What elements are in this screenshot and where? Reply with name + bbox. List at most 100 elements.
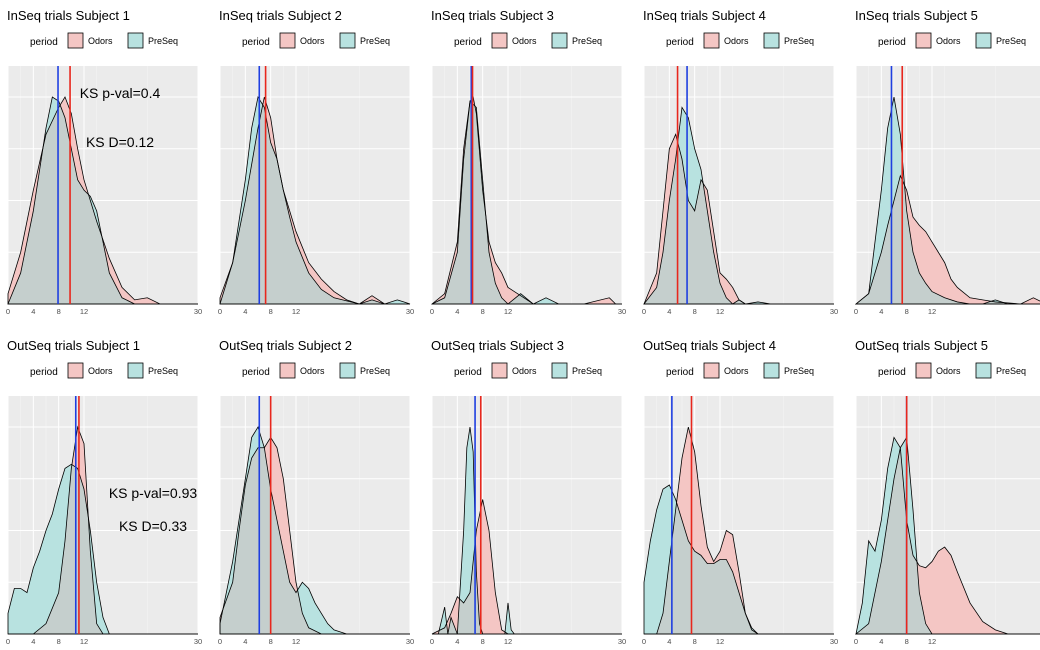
panel-title: OutSeq trials Subject 3 xyxy=(431,338,564,353)
legend-key-odors xyxy=(67,362,84,379)
x-tick-label: 0 xyxy=(6,637,10,646)
legend-label: PreSeq xyxy=(784,36,814,46)
legend-key-preseq xyxy=(551,32,568,49)
legend-key-odors xyxy=(703,362,720,379)
density-overlap xyxy=(220,437,410,634)
density-outline-preseq xyxy=(431,100,622,305)
legend-key-odors xyxy=(703,32,720,49)
x-tick-label: 30 xyxy=(830,307,838,316)
legend-label: Odors xyxy=(88,36,113,46)
density-panel-5: InSeq trials Subject 5 period Odors PreSeq 0… xyxy=(854,8,1040,316)
legend-label: PreSeq xyxy=(996,366,1026,376)
legend-label: Odors xyxy=(300,366,325,376)
density-panel-9: OutSeq trials Subject 4 period Odors PreSeq… xyxy=(642,338,838,646)
x-tick-label: 4 xyxy=(243,307,247,316)
density-area-preseq xyxy=(8,464,198,634)
x-tick-label: 4 xyxy=(667,307,671,316)
density-overlap xyxy=(8,97,198,304)
x-tick-label: 8 xyxy=(693,637,697,646)
x-tick-label: 8 xyxy=(57,637,61,646)
density-overlap xyxy=(220,97,410,304)
legend-key-preseq xyxy=(127,362,144,379)
x-tick-label: 12 xyxy=(504,637,512,646)
x-tick-label: 0 xyxy=(642,637,646,646)
density-outline-preseq xyxy=(643,484,834,635)
legend-label: Odors xyxy=(300,36,325,46)
x-tick-label: 8 xyxy=(905,307,909,316)
x-tick-label: 0 xyxy=(218,307,222,316)
density-overlap xyxy=(856,175,1040,304)
legend-title: period xyxy=(878,37,906,48)
legend-label: PreSeq xyxy=(572,36,602,46)
panel-title: OutSeq trials Subject 1 xyxy=(7,338,140,353)
x-tick-label: 30 xyxy=(618,307,626,316)
x-tick-label: 30 xyxy=(406,307,414,316)
legend-key-preseq xyxy=(763,362,780,379)
density-panel-8: OutSeq trials Subject 3 period Odors PreSeq… xyxy=(430,338,626,646)
density-area-preseq xyxy=(432,427,622,634)
x-tick-label: 8 xyxy=(57,307,61,316)
legend-key-odors xyxy=(67,32,84,49)
x-tick-label: 30 xyxy=(194,307,202,316)
x-tick-label: 12 xyxy=(292,307,300,316)
density-outline-preseq xyxy=(7,463,198,635)
x-tick-label: 0 xyxy=(6,307,10,316)
legend-title: period xyxy=(666,367,694,378)
x-tick-label: 30 xyxy=(406,637,414,646)
legend-key-preseq xyxy=(763,32,780,49)
x-tick-label: 4 xyxy=(243,637,247,646)
x-tick-label: 12 xyxy=(292,637,300,646)
density-panel-2: InSeq trials Subject 2 period Odors PreSeq 0… xyxy=(218,8,414,316)
density-outline-preseq xyxy=(643,106,834,305)
density-panel-3: InSeq trials Subject 3 period Odors PreSeq 0… xyxy=(430,8,626,316)
x-tick-label: 4 xyxy=(31,637,35,646)
x-tick-label: 4 xyxy=(455,637,459,646)
x-tick-label: 8 xyxy=(693,307,697,316)
x-tick-label: 4 xyxy=(667,637,671,646)
x-tick-label: 0 xyxy=(854,637,858,646)
legend-title: period xyxy=(878,367,906,378)
ks-d-annotation: KS D=0.33 xyxy=(119,518,187,534)
panel-title: InSeq trials Subject 1 xyxy=(7,8,130,23)
legend-key-preseq xyxy=(975,362,992,379)
legend-key-odors xyxy=(279,362,296,379)
x-tick-label: 8 xyxy=(269,637,273,646)
x-tick-label: 8 xyxy=(481,637,485,646)
x-tick-label: 0 xyxy=(430,637,434,646)
density-outline-preseq xyxy=(854,96,1040,305)
legend-label: Odors xyxy=(724,366,749,376)
x-tick-label: 12 xyxy=(928,307,936,316)
x-tick-label: 30 xyxy=(830,637,838,646)
legend-key-odors xyxy=(491,32,508,49)
density-outline-preseq xyxy=(7,96,198,305)
legend-title: period xyxy=(454,367,482,378)
legend-label: PreSeq xyxy=(148,366,178,376)
panel-title: InSeq trials Subject 5 xyxy=(855,8,978,23)
legend-label: PreSeq xyxy=(572,366,602,376)
panel-title: InSeq trials Subject 3 xyxy=(431,8,554,23)
density-outline-preseq xyxy=(855,436,1040,635)
x-tick-label: 12 xyxy=(80,637,88,646)
legend-title: period xyxy=(30,367,58,378)
x-tick-label: 0 xyxy=(218,637,222,646)
x-tick-label: 8 xyxy=(481,307,485,316)
legend-label: PreSeq xyxy=(784,366,814,376)
panel-title: InSeq trials Subject 4 xyxy=(643,8,766,23)
legend-title: period xyxy=(454,37,482,48)
legend-title: period xyxy=(666,37,694,48)
density-outline-preseq xyxy=(432,426,622,635)
x-tick-label: 30 xyxy=(618,637,626,646)
density-outline-preseq xyxy=(219,426,410,635)
panel-title: InSeq trials Subject 2 xyxy=(219,8,342,23)
density-panel-4: InSeq trials Subject 4 period Odors PreSeq 0… xyxy=(642,8,838,316)
density-panel-6: OutSeq trials Subject 1 period Odors PreSeq… xyxy=(6,338,202,646)
legend-label: PreSeq xyxy=(360,366,390,376)
ks-d-annotation: KS D=0.12 xyxy=(86,134,154,150)
legend-key-preseq xyxy=(127,32,144,49)
legend-key-preseq xyxy=(975,32,992,49)
ks-pval-annotation: KS p-val=0.93 xyxy=(109,485,198,501)
ks-pval-annotation: KS p-val=0.4 xyxy=(80,85,161,101)
density-outline-odors xyxy=(7,96,198,305)
panel-title: OutSeq trials Subject 4 xyxy=(643,338,776,353)
